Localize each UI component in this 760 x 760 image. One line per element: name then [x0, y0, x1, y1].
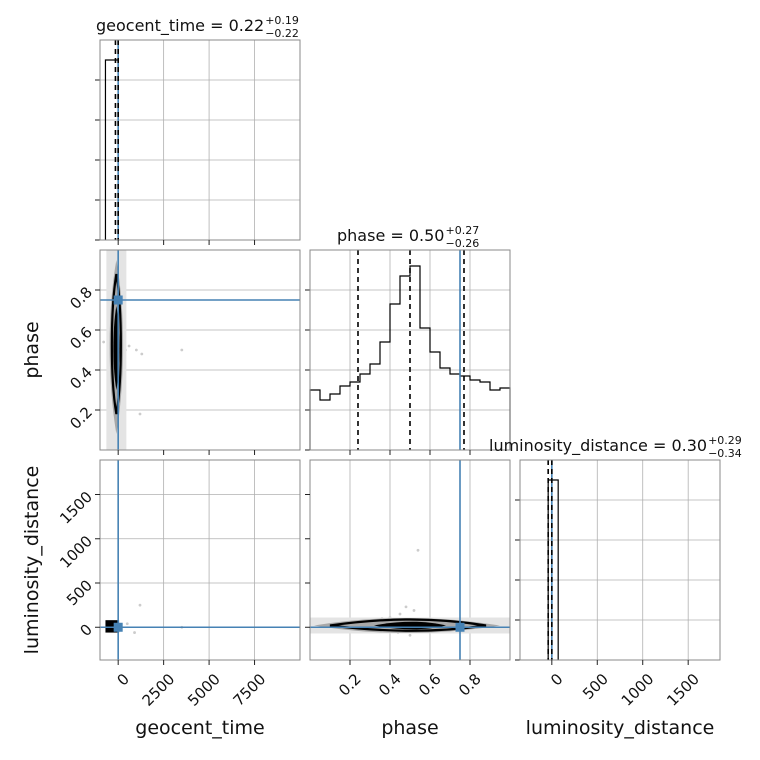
injection-marker [455, 622, 465, 632]
scatter-point [180, 348, 184, 352]
y-tick-label: 0.4 [66, 363, 96, 393]
x-tick-label: 7500 [230, 670, 270, 710]
y-axis-label: phase [21, 321, 43, 378]
x-tick-label: 500 [579, 670, 612, 703]
axes-frame [99, 39, 301, 241]
injection-marker [113, 295, 123, 305]
scatter-point [138, 603, 142, 607]
scatter-point [416, 548, 420, 552]
axes-frame [99, 459, 301, 661]
phase-vs-geocent_time-axes: 0.2 0.4 0.6 0.8 phase [21, 249, 301, 455]
x-tick-label: 0.2 [335, 670, 365, 700]
density-contour [110, 273, 122, 415]
x-tick-label: 0.6 [415, 670, 445, 700]
scatter-point [133, 631, 136, 634]
panel-title: geocent_time = 0.22 [96, 16, 264, 36]
luminosity_distance-vs-phase-axes: 0.2 0.4 0.6 0.8 phase [305, 459, 511, 739]
scatter-point [134, 348, 138, 352]
title-lower-error: −0.34 [708, 447, 742, 460]
y-tick-label: 0.2 [66, 403, 96, 433]
x-axis-label: phase [381, 717, 438, 739]
x-tick-label: 1500 [663, 670, 703, 710]
scatter-point [404, 605, 408, 609]
scatter-point [412, 609, 416, 612]
injection-marker [113, 622, 123, 632]
axes-frame [99, 249, 301, 451]
title-value: phase = 0.50 [337, 226, 444, 245]
x-axis-label: luminosity_distance [526, 717, 715, 739]
axes-frame [309, 459, 511, 661]
x-tick-label: 0 [547, 670, 566, 689]
scatter-point [125, 622, 129, 626]
y-axis-label: luminosity_distance [21, 466, 43, 655]
luminosity_distance-marginal-axes: luminosity_distance = 0.30 +0.29−0.34 0 500… [489, 434, 742, 710]
x-axis-label: geocent_time [135, 717, 264, 739]
y-tick-label: 0.8 [66, 283, 96, 313]
axes-frame [309, 249, 511, 451]
x-tick-label: 2500 [139, 670, 179, 710]
histogram-step [547, 479, 559, 660]
y-tick-label: 500 [63, 576, 96, 609]
geocent_time-marginal-axes: geocent_time = 0.22 +0.19−0.22 [95, 14, 301, 245]
axes-frame [519, 459, 721, 661]
title-upper-error: +0.19 [265, 14, 299, 27]
x-tick-label: 0 [113, 670, 132, 689]
scatter-point [127, 344, 131, 348]
title-upper-error: +0.27 [445, 224, 479, 237]
y-tick-label: 1000 [56, 532, 96, 572]
scatter-point [408, 633, 412, 637]
x-tick-label: 1000 [618, 670, 658, 710]
y-tick-label: 0.6 [66, 323, 96, 353]
title-value: geocent_time = 0.22 [96, 16, 264, 36]
title-lower-error: −0.22 [265, 27, 299, 40]
x-tick-label: 0.8 [455, 670, 485, 700]
y-tick-label: 1500 [56, 488, 96, 528]
scatter-point [398, 612, 402, 616]
scatter-point [138, 412, 142, 416]
title-upper-error: +0.29 [708, 434, 742, 447]
x-tick-label: 0.4 [375, 670, 405, 700]
panel-title: luminosity_distance = 0.30 [489, 436, 707, 456]
title-lower-error: −0.26 [445, 237, 479, 250]
panel-title: phase = 0.50 [337, 226, 444, 245]
density-contour [329, 618, 487, 632]
x-tick-label: 5000 [184, 670, 224, 710]
scatter-point [140, 352, 144, 356]
title-value: luminosity_distance = 0.30 [489, 436, 707, 456]
scatter-point [102, 340, 106, 344]
phase-marginal-axes: phase = 0.50 +0.27−0.26 [305, 224, 511, 455]
y-tick-label: 0 [77, 621, 96, 640]
histogram-step [104, 59, 120, 241]
